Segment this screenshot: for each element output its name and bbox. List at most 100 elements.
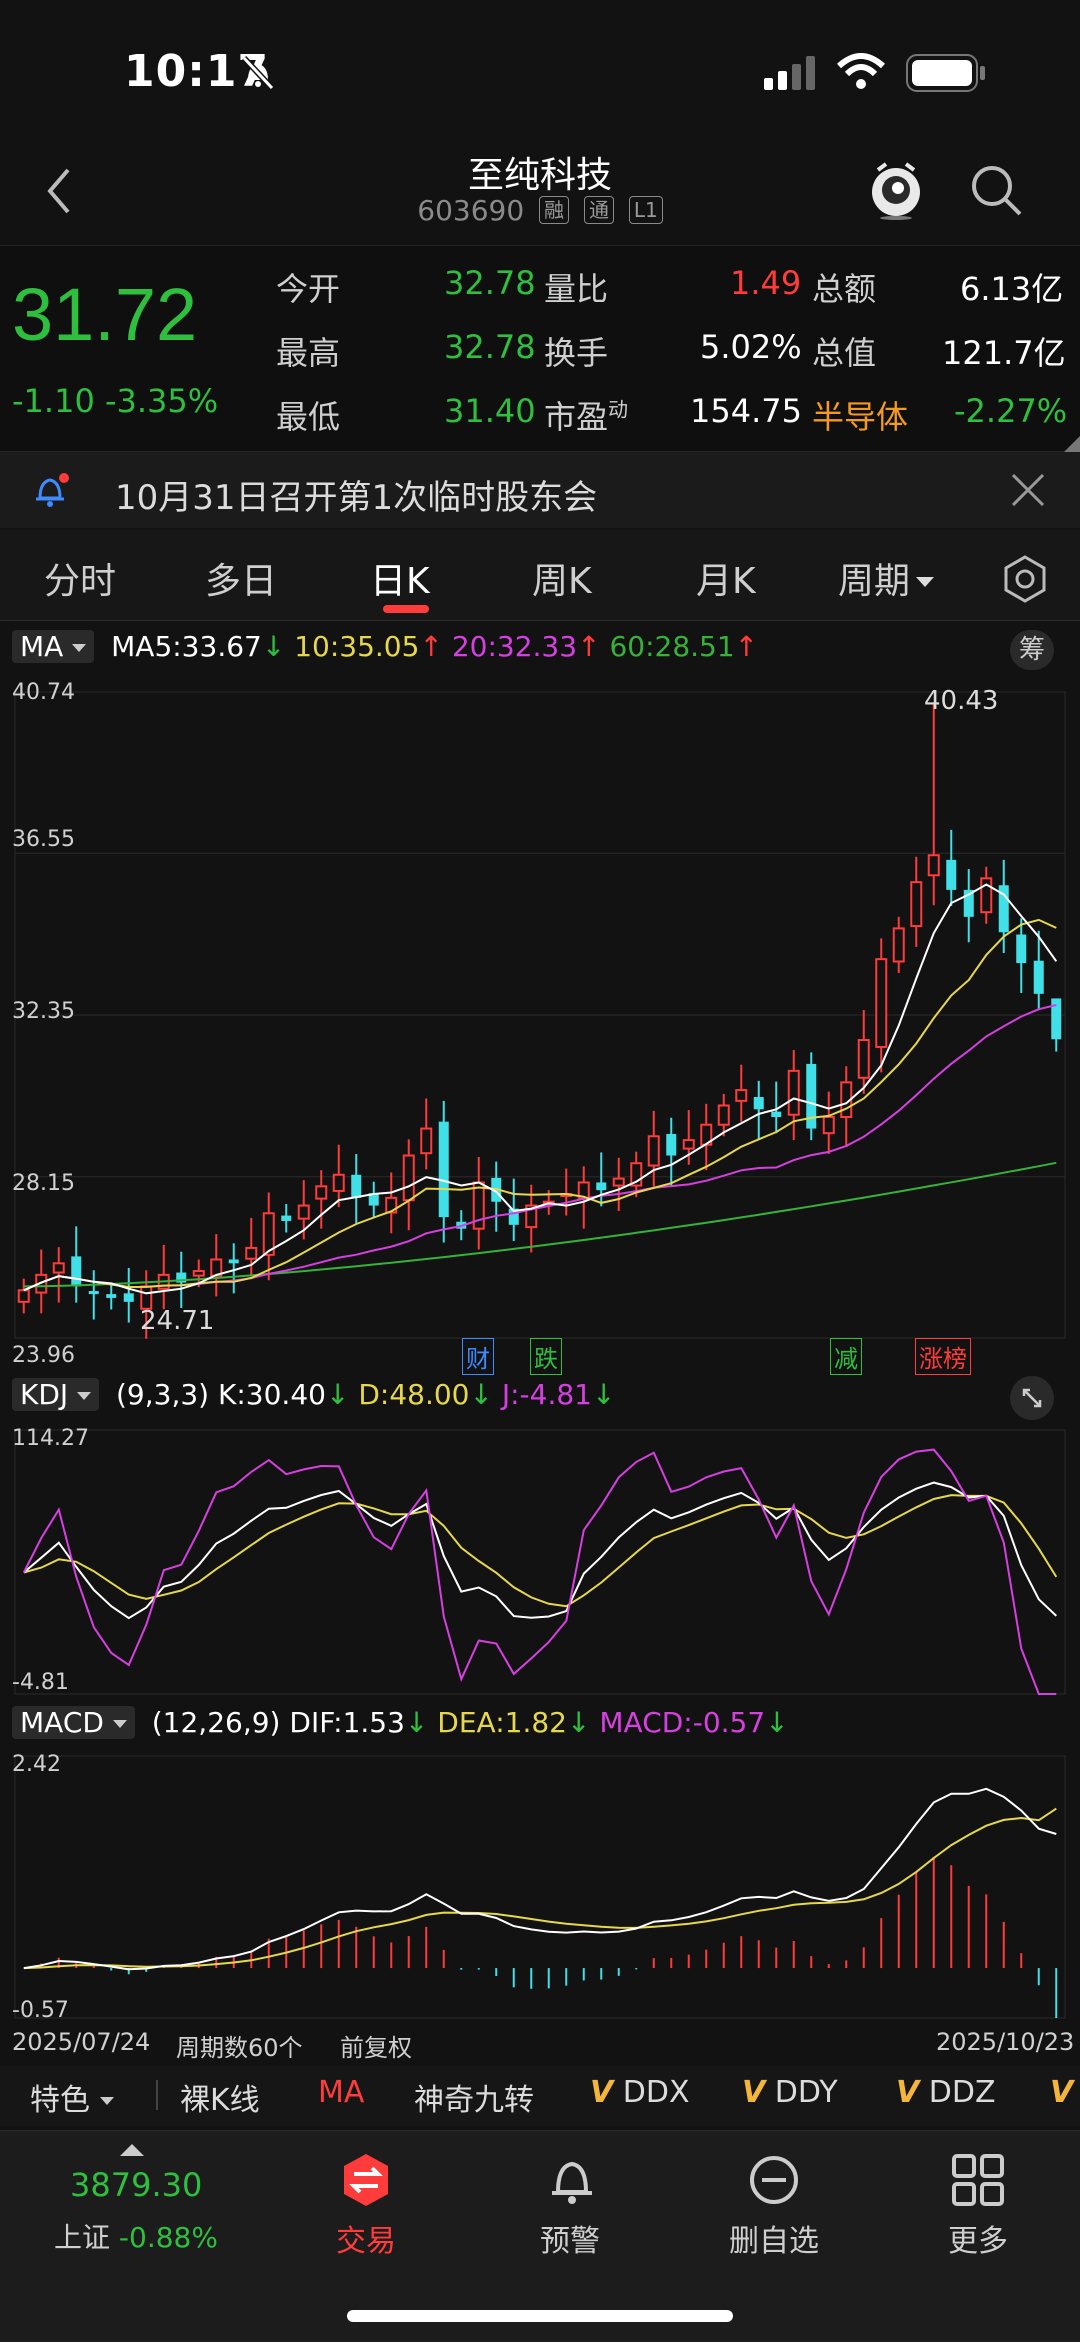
sector-link[interactable]: 半导体 bbox=[812, 398, 909, 436]
tab-period[interactable]: 周期 bbox=[838, 552, 935, 604]
event-badge-earnings[interactable]: 财 bbox=[462, 1338, 494, 1375]
arrow-up-icon: ↑ bbox=[577, 630, 601, 663]
macd-dea-line bbox=[23, 1807, 1057, 1970]
index-summary[interactable]: 上证 -0.88% bbox=[54, 2216, 218, 2256]
turnover-value: 5.02% bbox=[700, 328, 802, 366]
candle-body bbox=[281, 1215, 292, 1221]
arrow-down-icon: ↓ bbox=[325, 1378, 350, 1411]
vol-ratio-value: 1.49 bbox=[730, 264, 802, 302]
expand-icon[interactable] bbox=[1010, 1376, 1054, 1420]
ma10-line bbox=[23, 918, 1057, 1292]
macd-dea-value: DEA:1.82 bbox=[437, 1706, 567, 1739]
candle-body bbox=[998, 885, 1009, 933]
candle-body bbox=[385, 1196, 398, 1214]
candle-body bbox=[88, 1291, 99, 1295]
candle-body bbox=[647, 1135, 660, 1167]
adjust-mode[interactable]: 前复权 bbox=[340, 2034, 412, 2062]
tab-multiday[interactable]: 多日 bbox=[205, 561, 278, 602]
candle-body bbox=[1051, 998, 1062, 1040]
macd-hist-value: MACD:-0.57 bbox=[599, 1706, 766, 1739]
kdj-frame bbox=[14, 1429, 1066, 1695]
tool-ddx[interactable]: V DDX bbox=[590, 2075, 690, 2110]
kdj-y-max: 114.27 bbox=[12, 1426, 89, 1451]
indicator-toolbar bbox=[0, 2066, 1080, 2126]
search-icon[interactable] bbox=[968, 162, 1024, 222]
candle-body bbox=[946, 859, 957, 890]
nav-trade[interactable]: 交易 bbox=[336, 2224, 396, 2259]
tool-ddz-v: V bbox=[896, 2075, 920, 2110]
ma-selector[interactable]: MA bbox=[12, 630, 95, 663]
candle-body bbox=[875, 958, 888, 1048]
bell-icon bbox=[30, 470, 70, 514]
candle-body bbox=[822, 1116, 835, 1135]
candle-body bbox=[228, 1259, 239, 1264]
kdj-d-value: D:48.00 bbox=[358, 1378, 470, 1411]
chip-distribution-button[interactable]: 筹 bbox=[1010, 630, 1054, 670]
tool-special-label: 特色 bbox=[30, 2083, 90, 2118]
tab-daily-k[interactable]: 日K bbox=[370, 561, 430, 602]
mascot-icon[interactable] bbox=[868, 160, 924, 224]
signal-icon bbox=[764, 56, 820, 94]
pe-label: 市盈动 bbox=[544, 392, 628, 438]
candle-body bbox=[666, 1133, 677, 1156]
pe-label-text: 市盈 bbox=[544, 398, 609, 436]
kdj-j-value: J:-4.81 bbox=[501, 1378, 592, 1411]
nav-remove-watchlist[interactable]: 删自选 bbox=[729, 2224, 819, 2259]
chart-canvas[interactable] bbox=[0, 622, 1080, 2062]
settings-icon[interactable] bbox=[1000, 554, 1050, 608]
price-change: -1.10 -3.35% bbox=[12, 382, 219, 420]
event-badge-reduce[interactable]: 减 bbox=[830, 1338, 862, 1375]
tool-ma[interactable]: MA bbox=[318, 2075, 365, 2110]
notice-banner[interactable] bbox=[0, 452, 1080, 528]
tool-ddz[interactable]: V DDZ bbox=[896, 2075, 996, 2110]
grid-icon[interactable] bbox=[950, 2152, 1006, 2212]
tab-monthly-k[interactable]: 月K bbox=[696, 561, 756, 602]
event-badge-gain-list[interactable]: 涨榜 bbox=[915, 1338, 971, 1375]
nav-more[interactable]: 更多 bbox=[948, 2224, 1008, 2259]
remove-watchlist-icon[interactable] bbox=[746, 2152, 802, 2212]
kline-y-2: 36.55 bbox=[12, 827, 75, 852]
macd-params: (12,26,9) bbox=[151, 1706, 281, 1739]
candle-body bbox=[682, 1139, 695, 1150]
candle-body bbox=[612, 1177, 625, 1187]
macd-frame bbox=[14, 1755, 1066, 2019]
kdj-k-line bbox=[23, 1481, 1057, 1620]
kdj-k-value: K:30.40 bbox=[218, 1378, 326, 1411]
low-label: 最低 bbox=[276, 398, 341, 436]
candle-body bbox=[297, 1204, 310, 1220]
macd-selector[interactable]: MACD bbox=[12, 1706, 135, 1739]
event-badge-drop[interactable]: 跌 bbox=[530, 1338, 562, 1375]
ma5-line bbox=[23, 883, 1058, 1295]
tool-magic-nine[interactable]: 神奇九转 bbox=[414, 2083, 534, 2118]
back-icon[interactable] bbox=[44, 166, 74, 220]
nav-alert[interactable]: 预警 bbox=[540, 2224, 600, 2259]
index-name: 上证 bbox=[54, 2221, 111, 2254]
candle-body bbox=[892, 927, 905, 963]
tab-intraday[interactable]: 分时 bbox=[44, 561, 117, 602]
trade-icon[interactable] bbox=[338, 2152, 394, 2212]
candle-body bbox=[351, 1174, 362, 1198]
caret-up-icon bbox=[120, 2144, 144, 2156]
macd-selector-label: MACD bbox=[20, 1706, 104, 1739]
macd-dif-line bbox=[23, 1787, 1057, 1971]
quote-panel bbox=[0, 245, 1080, 452]
macd-y-min: -0.57 bbox=[12, 1998, 69, 2023]
tool-more-v[interactable]: V bbox=[1050, 2075, 1073, 2110]
kdj-selector[interactable]: KDJ bbox=[12, 1378, 100, 1411]
tool-special[interactable]: 特色 bbox=[30, 2075, 114, 2119]
notice-text[interactable]: 10月31日召开第1次临时股东会 bbox=[115, 478, 598, 518]
ma20-line bbox=[23, 1004, 1057, 1292]
index-value[interactable]: 3879.30 bbox=[70, 2166, 203, 2204]
caret-down-icon bbox=[99, 2097, 114, 2105]
candle-body bbox=[262, 1212, 275, 1256]
tool-ddy[interactable]: V DDY bbox=[742, 2075, 838, 2110]
status-time: 10:17 bbox=[124, 46, 270, 97]
close-icon[interactable] bbox=[1010, 472, 1046, 512]
candle-body bbox=[123, 1293, 134, 1302]
tool-naked-k[interactable]: 裸K线 bbox=[180, 2083, 260, 2118]
tool-ddx-v: V bbox=[590, 2075, 614, 2110]
x-end-date: 2025/10/23 bbox=[936, 2028, 1075, 2056]
alert-bell-icon[interactable] bbox=[544, 2152, 600, 2212]
chart-area[interactable] bbox=[0, 622, 1080, 2062]
tab-weekly-k[interactable]: 周K bbox=[532, 561, 592, 602]
